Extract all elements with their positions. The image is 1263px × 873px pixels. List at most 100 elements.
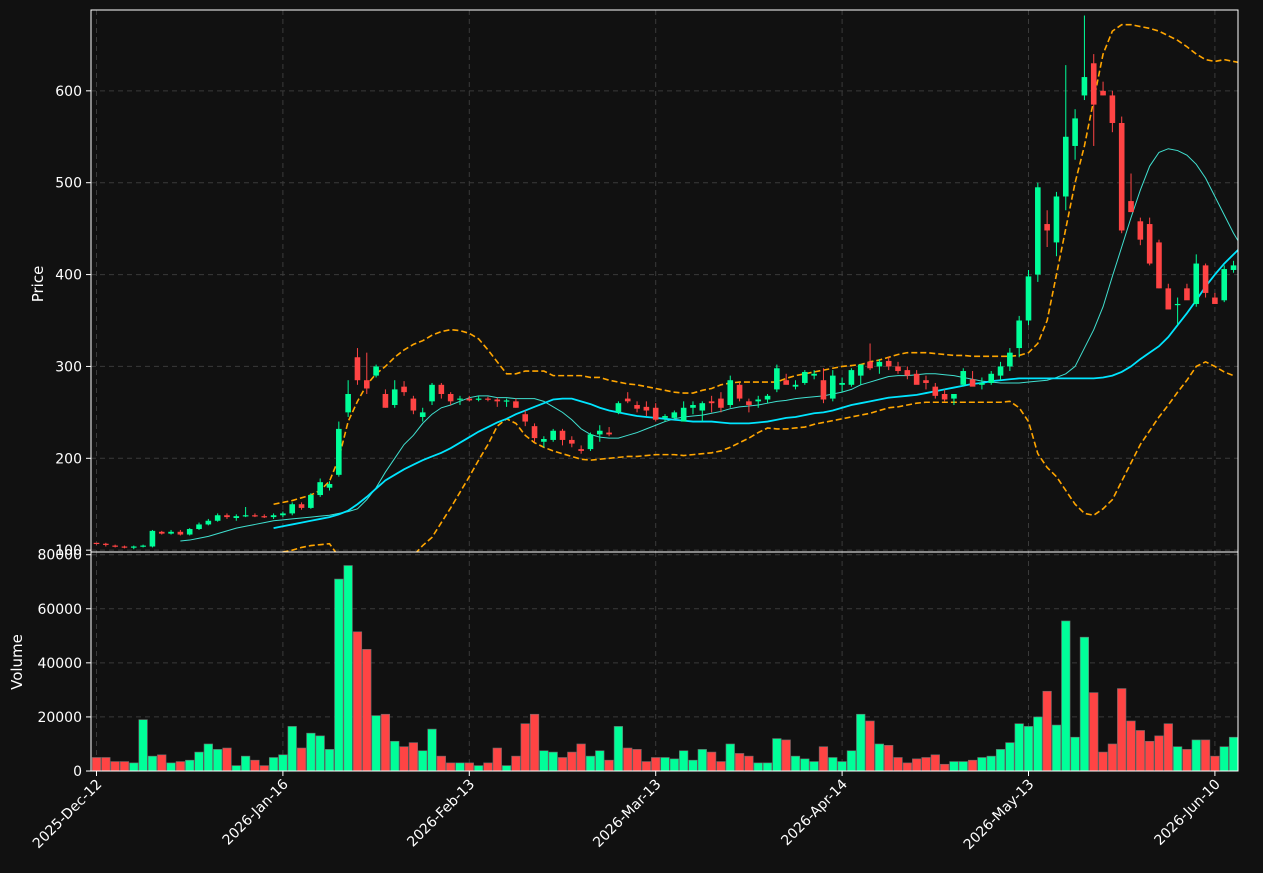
candle-body [764,395,771,400]
candle-body [186,529,193,535]
candle-body [252,515,258,517]
volume-bar [352,631,363,772]
volume-bar [101,757,111,772]
volume-bar [296,747,307,772]
volume-bar [119,761,130,772]
candle-body [373,366,379,376]
candle [680,401,687,422]
volume-bar [1042,690,1052,772]
candle [242,506,249,518]
candle-body [317,482,323,496]
candle [280,511,286,518]
candle [969,371,976,387]
candle [140,544,146,548]
candle [1137,217,1144,246]
volume-bar [874,743,884,772]
candle [447,392,454,406]
candle [1118,116,1125,234]
candle-body [587,434,594,450]
volume-bar [427,728,437,772]
volume-bar [371,715,381,772]
volume-bar [772,738,782,772]
candle [336,421,342,477]
volume-bar [1070,736,1080,772]
candle-body [382,393,389,408]
volume-bar [91,757,102,772]
candle-body [1212,297,1218,304]
candle [1230,260,1237,273]
candle [317,478,323,497]
volume-tick-label: 80000 [37,548,82,564]
volume-bar [278,754,288,772]
volume-bar [856,713,866,772]
candle-body [112,545,118,547]
candle-body [876,361,883,367]
candle [690,401,696,415]
candle [624,392,631,404]
candle-body [1202,265,1209,293]
volume-bar [203,743,213,772]
candle [261,514,268,519]
volume-bar [1117,688,1127,772]
volume-bar [930,754,940,772]
bollinger-bands [273,23,1238,552]
volume-bar [324,749,335,772]
volume-bar [585,755,596,772]
candle-body [643,406,650,411]
candle-body [671,412,678,418]
candle [373,364,379,378]
volume-bar [1191,739,1201,772]
volume-tick-label: 40000 [37,656,82,672]
volume-bar [436,755,446,772]
volume-bar [194,751,204,772]
candle [802,370,808,385]
volume-bar [921,757,931,772]
candle-body [429,384,435,402]
candle-body [168,531,174,534]
candle [1128,173,1134,213]
volume-bar [166,762,176,772]
candle [149,529,156,548]
candle-body [541,439,547,442]
candle-body [848,370,855,385]
candle-body [1044,224,1050,231]
candle [1221,265,1228,303]
ma-fast-line [180,148,1238,542]
volume-bar [1228,736,1239,772]
candle [997,361,1004,381]
candle-body [736,384,743,399]
volume-tick-label: 20000 [37,710,82,726]
candle [196,522,202,530]
candle-body [839,382,845,385]
candle-body [895,366,901,372]
candle-body [410,398,417,411]
candle [233,514,240,521]
candle-body [941,393,948,400]
candle-body [130,546,137,548]
volume-bars [91,565,1239,772]
candle-body [158,531,165,534]
candle [960,368,967,387]
candle [252,513,258,518]
volume-bar [380,713,391,772]
volume-bar [660,757,670,772]
volume-bar [865,720,875,772]
candle [401,381,407,396]
volume-axis-label: Volume [8,634,26,690]
volume-bar [501,765,512,772]
candle-body [829,375,836,399]
volume-bar [632,749,642,772]
volume-bar [893,757,903,772]
volume-bar [1107,743,1117,772]
candle-body [811,373,817,376]
volume-bar [651,757,661,772]
candle [979,377,985,390]
candle [177,529,184,536]
volume-bar [707,751,717,772]
candle [867,343,873,371]
price-tick-label: 500 [55,176,82,192]
price-tick-label: 600 [55,84,82,100]
candle-body [624,398,631,402]
candle [746,398,752,413]
candle-body [326,484,333,488]
